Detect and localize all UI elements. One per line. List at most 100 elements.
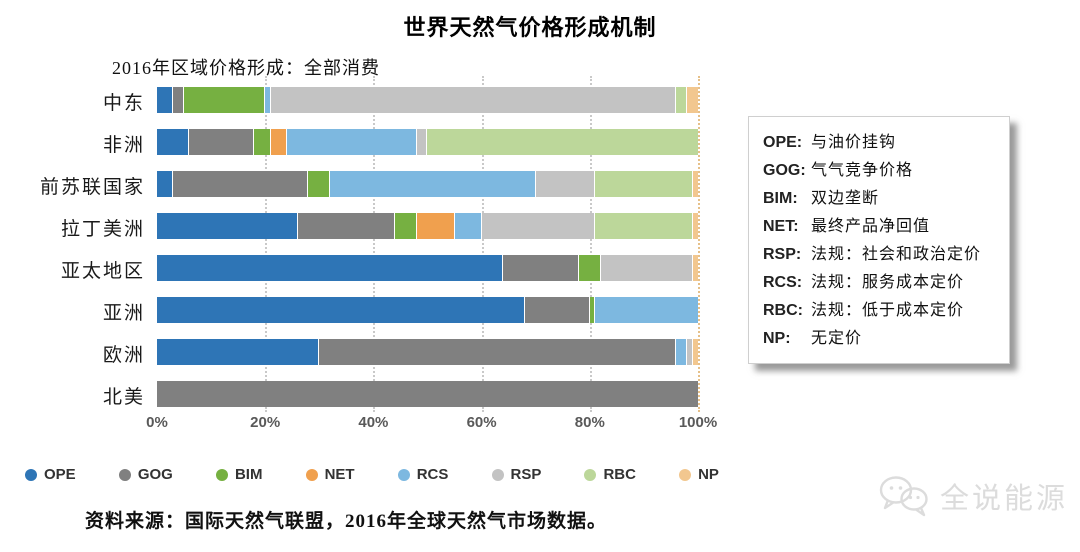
legend-item-GOG: GOG	[118, 466, 173, 483]
x-tick-0: 0%	[146, 414, 168, 431]
x-tick-100: 100%	[678, 414, 718, 431]
bar-segment-NET	[270, 129, 287, 155]
bar-segment-GOG	[319, 339, 677, 365]
bar-segment-RBC	[427, 129, 698, 155]
legend-item-OPE: OPE	[25, 466, 76, 483]
bar-segment-RSP	[416, 129, 428, 155]
legend-label: RBC	[603, 466, 636, 483]
bar-segment-BIM	[254, 129, 271, 155]
x-tick-60: 60%	[466, 414, 497, 431]
legend-code: RCS:	[763, 274, 803, 291]
bar-segment-NP	[687, 87, 698, 113]
bar-segment-OPE	[157, 297, 525, 323]
legend-description: 法规：服务成本定价	[811, 274, 965, 291]
source-note: 资料来源：国际天然气联盟，2016年全球天然气市场数据。	[85, 511, 608, 532]
legend-description: 最终产品净回值	[811, 218, 931, 235]
plot-area	[157, 76, 700, 412]
legend-code: GOG:	[763, 162, 806, 179]
wechat-icon	[879, 476, 928, 517]
legend-description: 双边垄断	[811, 190, 880, 207]
legend-item-RSP: RSP	[491, 466, 542, 483]
legend-definition: OPE: 与油价挂钩	[763, 129, 995, 157]
bar-row-亚太地区	[157, 255, 698, 281]
legend-swatch-BIM	[215, 468, 228, 481]
bar-segment-OPE	[157, 339, 320, 365]
x-tick-20: 20%	[250, 414, 281, 431]
bar-segment-GOG	[173, 171, 309, 197]
gridline-100	[698, 76, 700, 412]
legend-label: NP	[698, 466, 719, 483]
bar-segment-RSP	[481, 213, 596, 239]
legend-item-BIM: BIM	[215, 466, 263, 483]
legend-code: NP:	[763, 330, 791, 347]
bar-row-亚洲	[157, 297, 698, 323]
bar-row-欧洲	[157, 339, 698, 365]
bar-segment-NET	[416, 213, 455, 239]
bar-segment-OPE	[157, 171, 174, 197]
legend-label: RSP	[510, 466, 542, 483]
legend-code: NET:	[763, 218, 799, 235]
bar-segment-BIM	[589, 297, 596, 323]
legend-label: BIM	[234, 466, 263, 483]
bar-segment-RSP	[535, 171, 596, 197]
legend-label: RCS	[416, 466, 449, 483]
legend-item-NP: NP	[679, 466, 719, 483]
legend-definition: RSP: 法规：社会和政治定价	[763, 241, 995, 269]
legend-description: 无定价	[811, 330, 863, 347]
bar-segment-BIM	[184, 87, 266, 113]
bar-segment-BIM	[578, 255, 601, 281]
legend-code: BIM:	[763, 190, 798, 207]
legend-swatch-GOG	[118, 468, 131, 481]
bar-segment-RCS	[286, 129, 417, 155]
bar-segment-OPE	[157, 129, 190, 155]
x-tick-80: 80%	[574, 414, 605, 431]
bar-segment-GOG	[189, 129, 255, 155]
bar-segment-OPE	[157, 87, 174, 113]
chart-title: 世界天然气价格形成机制	[403, 15, 657, 40]
bar-segment-RBC	[595, 171, 693, 197]
bar-segment-NP	[692, 339, 698, 365]
legend-code: RBC:	[763, 302, 803, 319]
x-tick-40: 40%	[358, 414, 389, 431]
watermark: 全说能源	[878, 474, 1068, 518]
y-label-欧洲: 欧洲	[102, 345, 145, 366]
bar-row-中东	[157, 87, 698, 113]
legend-swatch-NET	[305, 468, 318, 481]
legend-swatch-OPE	[25, 468, 37, 481]
legend-label: OPE	[44, 466, 76, 483]
gridline-60	[481, 76, 484, 412]
legend-definition: BIM: 双边垄断	[763, 185, 995, 213]
y-label-北美: 北美	[102, 387, 145, 408]
legend-code: RSP:	[763, 246, 802, 263]
bar-segment-BIM	[308, 171, 331, 197]
bar-segment-RCS	[454, 213, 482, 239]
watermark-text: 全说能源	[940, 483, 1069, 515]
bar-segment-RCS	[330, 171, 536, 197]
bar-segment-RBC	[595, 213, 693, 239]
chart-subtitle: 2016年区域价格形成：全部消费	[112, 58, 380, 78]
legend-swatch-RBC	[584, 468, 597, 481]
bar-row-北美	[157, 381, 698, 407]
legend-description: 法规：社会和政治定价	[811, 246, 982, 263]
bar-row-前苏联国家	[157, 171, 698, 197]
bar-segment-OPE	[157, 213, 298, 239]
legend-label: NET	[324, 466, 355, 483]
legend-description: 法规：低于成本定价	[811, 302, 965, 319]
bar-segment-GOG	[503, 255, 579, 281]
y-label-中东: 中东	[102, 93, 145, 114]
bar-segment-OPE	[157, 255, 504, 281]
bar-segment-RSP	[270, 87, 677, 113]
bar-row-非洲	[157, 129, 698, 155]
bar-segment-NP	[692, 255, 698, 281]
legend-definition: RBC: 法规：低于成本定价	[763, 297, 995, 325]
bar-segment-GOG	[524, 297, 590, 323]
gridline-20	[265, 76, 268, 412]
legend-definition: NP: 无定价	[763, 325, 995, 353]
legend-label: GOG	[137, 466, 173, 483]
legend-definition: GOG: 气气竞争价格	[763, 157, 995, 185]
gridline-80	[589, 76, 592, 412]
y-label-亚太地区: 亚太地区	[60, 261, 145, 282]
bar-segment-RCS	[676, 339, 688, 365]
bar-segment-GOG	[173, 87, 185, 113]
